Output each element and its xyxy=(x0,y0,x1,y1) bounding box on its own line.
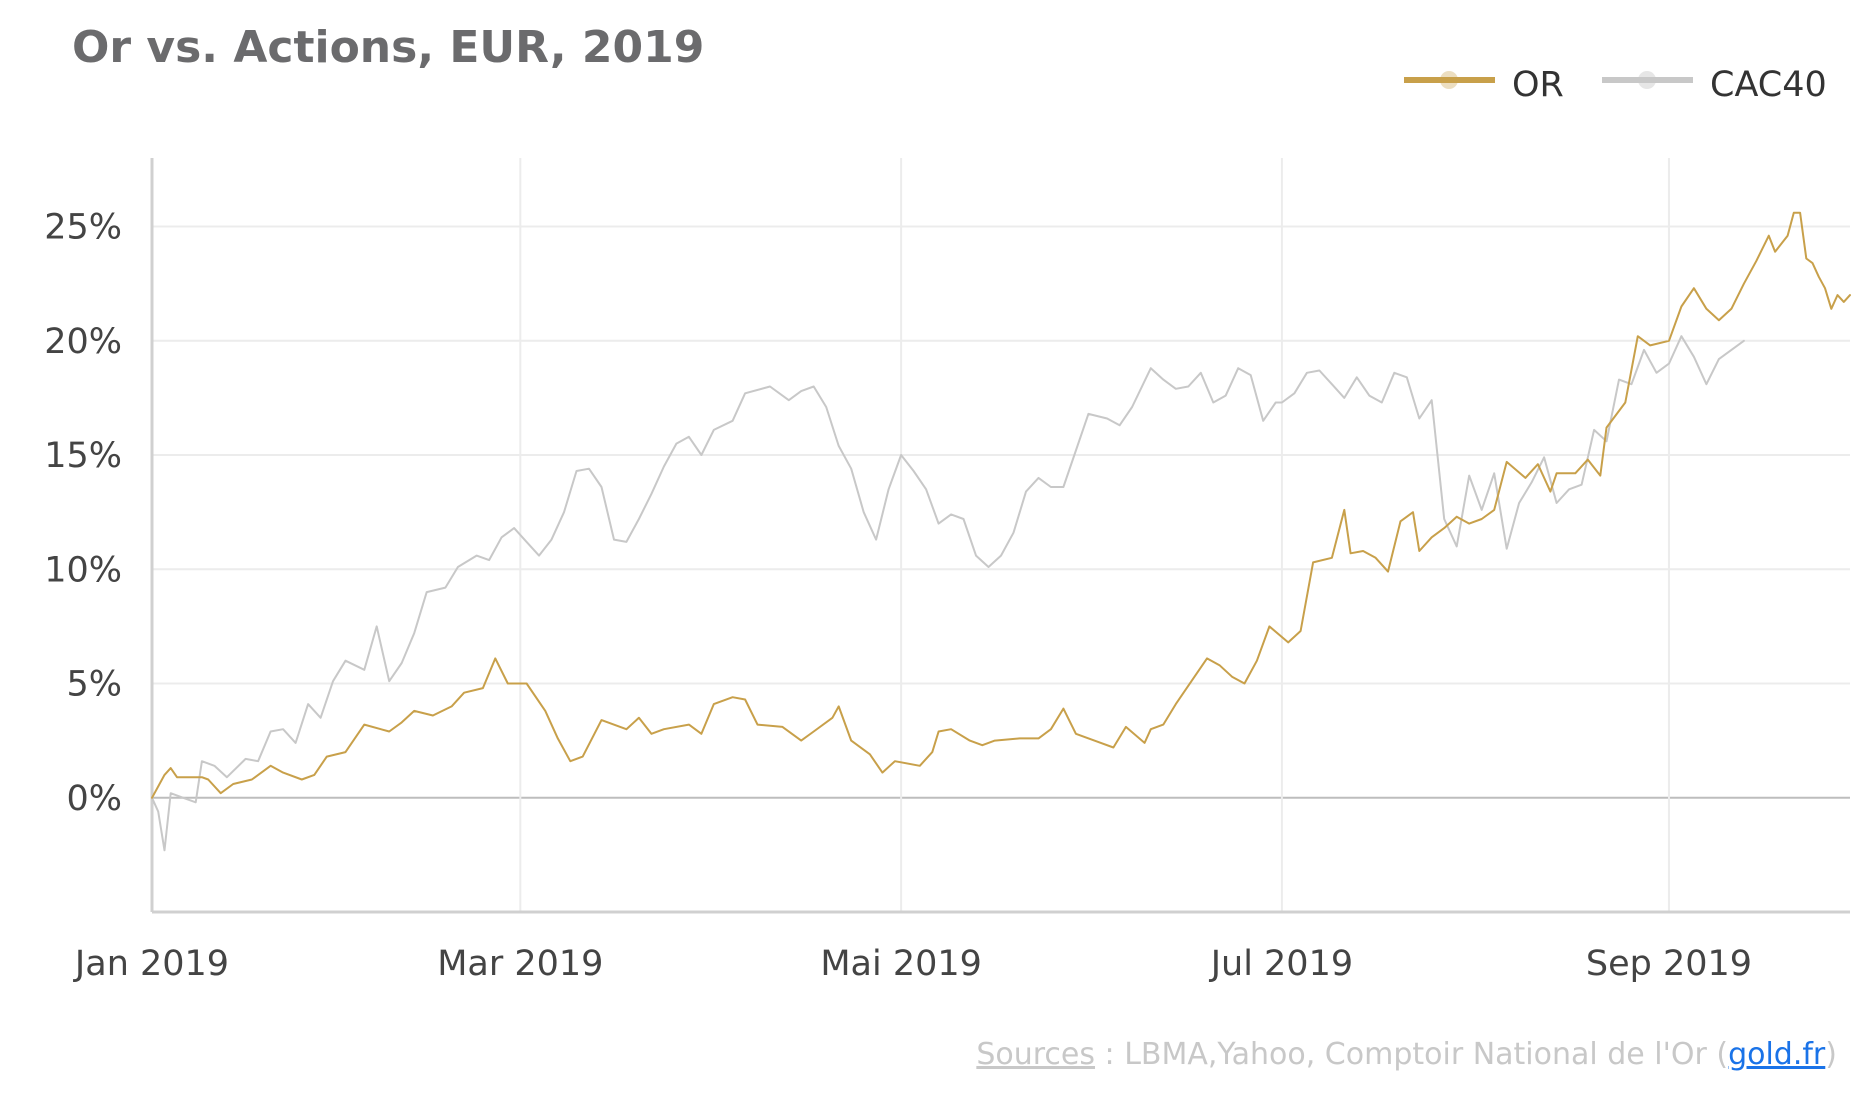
grid xyxy=(151,158,1850,912)
x-tick-label: Mar 2019 xyxy=(437,944,603,984)
series-line-cac40 xyxy=(151,335,1745,852)
legend[interactable]: OR CAC40 xyxy=(1404,65,1827,105)
source-text: : LBMA,Yahoo, Comptoir National de l'Or … xyxy=(1095,1037,1728,1072)
gold-fr-link[interactable]: gold.fr xyxy=(1728,1037,1826,1072)
x-tick-label: Jul 2019 xyxy=(1209,944,1353,984)
legend-item-or[interactable]: OR xyxy=(1404,65,1564,105)
y-tick-label: 20% xyxy=(44,322,122,362)
x-tick-label: Jan 2019 xyxy=(73,944,229,984)
legend-item-cac40[interactable]: CAC40 xyxy=(1602,65,1827,105)
y-tick-label: 0% xyxy=(66,779,122,819)
x-axis-ticks: Jan 2019 Mar 2019 Mai 2019 Jul 2019 Sep 2019 xyxy=(73,944,1752,984)
axes xyxy=(150,158,1850,914)
source-close: ) xyxy=(1825,1037,1837,1072)
x-tick-label: Sep 2019 xyxy=(1586,944,1752,984)
legend-label-cac40: CAC40 xyxy=(1710,65,1827,105)
series-line-or xyxy=(151,211,1851,799)
x-tick-label: Mai 2019 xyxy=(820,944,982,984)
y-axis-ticks: 0% 5% 10% 15% 20% 25% xyxy=(44,208,122,819)
source-note: Sources : LBMA,Yahoo, Comptoir National … xyxy=(976,1037,1837,1072)
chart-title: Or vs. Actions, EUR, 2019 xyxy=(72,22,704,73)
y-tick-label: 10% xyxy=(44,550,122,590)
legend-marker-cac40 xyxy=(1638,71,1656,89)
y-tick-label: 25% xyxy=(44,208,122,248)
series xyxy=(151,211,1851,852)
legend-marker-or xyxy=(1440,71,1458,89)
legend-label-or: OR xyxy=(1512,65,1564,105)
y-tick-label: 15% xyxy=(44,436,122,476)
y-tick-label: 5% xyxy=(66,665,122,705)
sources-link[interactable]: Sources xyxy=(976,1037,1095,1072)
